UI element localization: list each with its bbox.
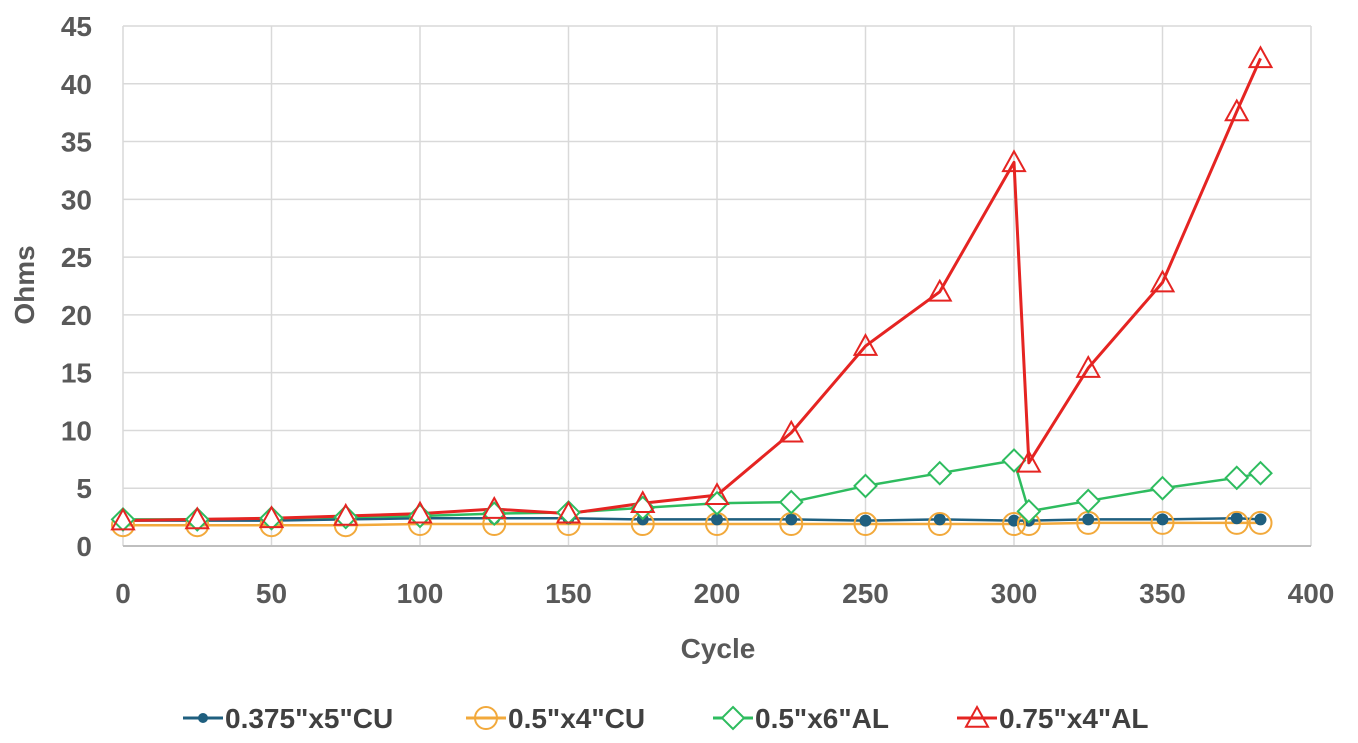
- data-point: [407, 500, 433, 524]
- gridlines: [122, 25, 1312, 547]
- legend: 0.375"x5"CU 0.5"x4"CU 0.5"x6"AL 0.75"x4"AL: [183, 703, 1149, 734]
- x-axis-title: Cycle: [681, 633, 756, 664]
- x-tick-label: 400: [1288, 578, 1335, 609]
- x-tick-label: 100: [397, 578, 444, 609]
- legend-marker-swatch: [474, 706, 498, 730]
- y-tick-label: 45: [61, 11, 92, 42]
- legend-item: 0.5"x4"CU: [466, 703, 645, 734]
- legend-label: 0.375"x5"CU: [225, 703, 393, 734]
- data-point: [1075, 488, 1101, 514]
- data-point: [778, 489, 804, 515]
- data-point: [259, 505, 284, 531]
- y-tick-label: 30: [61, 184, 92, 215]
- data-point: [927, 278, 953, 302]
- data-point: [927, 460, 953, 486]
- x-tick-label: 250: [842, 578, 889, 609]
- x-tick-label: 0: [115, 578, 131, 609]
- tick-labels: 0 5 10 15 20 25 30 35 40 45 0 50 100 150 200 250 300 350 4…: [61, 11, 1335, 609]
- data-point: [1016, 449, 1042, 473]
- data-point: [1150, 510, 1175, 535]
- data-point: [333, 502, 359, 526]
- data-point: [1224, 98, 1250, 122]
- y-tick-label: 0: [76, 531, 92, 562]
- data-point: [1254, 513, 1267, 526]
- data-point: [1248, 460, 1273, 486]
- data-point: [110, 507, 136, 531]
- y-tick-label: 40: [61, 69, 92, 100]
- series-line: [123, 517, 1261, 522]
- y-tick-label: 5: [76, 473, 92, 504]
- series-line: [122, 57, 1262, 523]
- data-point: [704, 482, 730, 505]
- data-point: [1150, 475, 1175, 501]
- data-point: [778, 419, 804, 443]
- data-point: [1002, 512, 1026, 537]
- legend-label: 0.5"x6"AL: [755, 703, 889, 734]
- data-point: [1008, 514, 1020, 527]
- x-tick-label: 300: [991, 578, 1038, 609]
- data-point: [1082, 513, 1095, 526]
- legend-item: 0.5"x6"AL: [713, 703, 889, 734]
- legend-label: 0.75"x4"AL: [999, 703, 1149, 734]
- data-point: [927, 512, 952, 537]
- series-lines: [122, 57, 1262, 527]
- data-point: [1247, 45, 1274, 69]
- y-axis-title: Ohms: [9, 245, 40, 324]
- data-point: [555, 500, 582, 524]
- x-tick-label: 350: [1139, 578, 1186, 609]
- data-point: [184, 506, 210, 530]
- data-point: [1230, 512, 1243, 525]
- x-tick-label: 150: [545, 578, 592, 609]
- data-point: [258, 505, 285, 529]
- y-tick-label: 15: [61, 358, 92, 389]
- data-point: [933, 513, 946, 526]
- data-point: [853, 512, 878, 537]
- data-point: [1075, 354, 1101, 378]
- data-point: [852, 333, 879, 356]
- data-point: [1016, 498, 1042, 524]
- data-point: [110, 507, 136, 532]
- data-point: [630, 490, 656, 514]
- data-point: [859, 514, 872, 527]
- legend-item: 0.75"x4"AL: [957, 703, 1149, 734]
- legend-item: 0.375"x5"CU: [183, 703, 393, 734]
- legend-marker-swatch: [198, 713, 208, 723]
- data-point: [1248, 510, 1273, 535]
- data-point: [785, 513, 798, 526]
- data-point: [184, 507, 210, 532]
- legend-marker-swatch: [964, 704, 990, 728]
- data-point: [1224, 465, 1250, 491]
- data-point: [1001, 448, 1027, 473]
- series-markers: [110, 45, 1274, 538]
- legend-marker-swatch: [720, 705, 746, 731]
- data-point: [1224, 510, 1249, 535]
- data-point: [556, 500, 581, 525]
- legend-label: 0.5"x4"CU: [508, 703, 645, 734]
- data-point: [853, 473, 878, 499]
- data-point: [1001, 149, 1027, 173]
- x-tick-label: 50: [256, 578, 287, 609]
- data-point: [1149, 269, 1176, 293]
- data-point: [333, 504, 359, 530]
- data-point: [1156, 513, 1169, 526]
- y-tick-label: 20: [61, 300, 92, 331]
- y-tick-label: 35: [61, 127, 92, 158]
- y-tick-label: 10: [61, 415, 92, 446]
- x-tick-label: 200: [694, 578, 741, 609]
- y-tick-label: 25: [61, 242, 92, 273]
- data-point: [481, 495, 507, 519]
